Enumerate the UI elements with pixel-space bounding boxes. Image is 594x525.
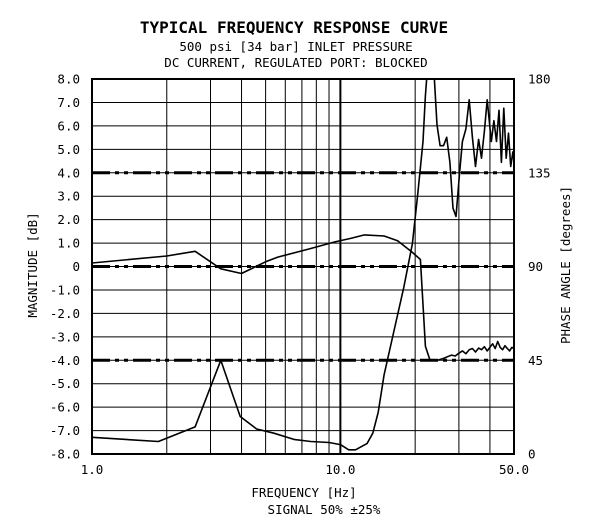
y2-tick-label: 45 [528, 353, 543, 368]
phase-curve [92, 79, 514, 451]
y-tick-label: 2.0 [57, 212, 80, 227]
y-tick-label: 8.0 [57, 72, 80, 87]
y-tick-label: 0 [72, 259, 80, 274]
y2-tick-label: 0 [528, 447, 536, 462]
y-tick-label: -6.0 [50, 400, 80, 415]
y-tick-label: -1.0 [50, 282, 80, 297]
chart-subtitle-line-1: 500 psi [34 bar] INLET PRESSURE [179, 39, 412, 54]
y2-axis-label: PHASE ANGLE [degrees] [558, 186, 573, 344]
y-tick-label: 4.0 [57, 165, 80, 180]
plot-frame [91, 78, 515, 455]
magnitude-curve [92, 234, 514, 362]
chart-title: TYPICAL FREQUENCY RESPONSE CURVE [140, 18, 448, 37]
chart-subtitle-line-2: DC CURRENT, REGULATED PORT: BLOCKED [164, 55, 427, 70]
y2-axis-tick-labels: 180 135 90 45 0 [528, 72, 551, 462]
y-axis-label: MAGNITUDE [dB] [25, 212, 40, 317]
x-axis-label: FREQUENCY [Hz] [251, 485, 356, 500]
x-tick-label: 1.0 [81, 462, 104, 477]
reference-lines [92, 171, 514, 362]
y2-tick-label: 90 [528, 259, 543, 274]
y-tick-label: -8.0 [50, 447, 80, 462]
y2-tick-label: 135 [528, 165, 551, 180]
y-tick-label: -7.0 [50, 423, 80, 438]
y-tick-label: -2.0 [50, 306, 80, 321]
x-tick-label: 10.0 [325, 462, 355, 477]
y2-tick-label: 180 [528, 72, 551, 87]
y-axis-tick-labels: 8.0 7.0 6.0 5.0 4.0 3.0 2.0 1.0 0 -1.0 -2.0 -3.0 -4.… [50, 72, 80, 462]
y-tick-label: -4.0 [50, 353, 80, 368]
series [92, 79, 514, 451]
y-tick-label: 5.0 [57, 142, 80, 157]
y-tick-label: 6.0 [57, 118, 80, 133]
x-axis-signal-note: SIGNAL 50% ±25% [268, 502, 381, 517]
y-tick-label: 1.0 [57, 236, 80, 251]
y-tick-label: 7.0 [57, 95, 80, 110]
y-tick-label: -3.0 [50, 329, 80, 344]
x-axis-tick-labels: 1.0 10.0 50.0 [81, 462, 529, 477]
y-tick-label: -5.0 [50, 376, 80, 391]
x-tick-label: 50.0 [499, 462, 529, 477]
y-tick-label: 3.0 [57, 189, 80, 204]
